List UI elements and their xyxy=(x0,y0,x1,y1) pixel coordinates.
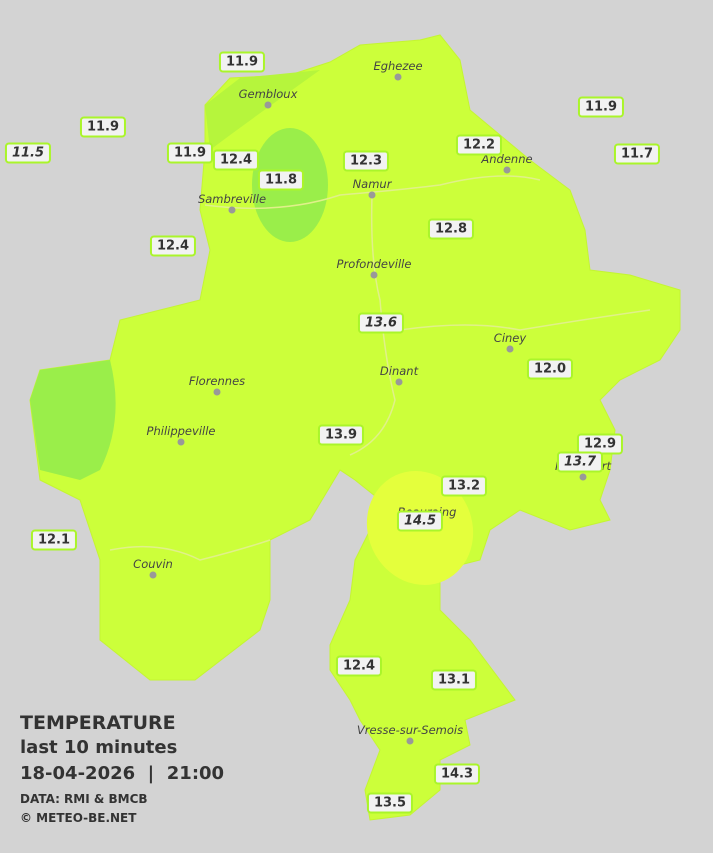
city-name: Dinant xyxy=(379,364,419,378)
station-temperature: 13.2 xyxy=(440,475,488,497)
city-dot xyxy=(394,73,402,81)
station-temperature: 12.1 xyxy=(30,529,78,551)
city-dot xyxy=(506,345,514,353)
city-dot xyxy=(213,388,221,396)
city-dot xyxy=(579,473,587,481)
city-dot xyxy=(177,438,185,446)
station-temperature: 12.2 xyxy=(455,134,503,156)
city-name: Florennes xyxy=(188,374,246,388)
cool-zone xyxy=(205,70,320,150)
station-temperature: 12.8 xyxy=(427,218,475,240)
legend-subtitle: last 10 minutes xyxy=(20,737,178,758)
station-temperature: 11.9 xyxy=(218,51,266,73)
station-temperature: 11.7 xyxy=(613,143,661,165)
city-dot xyxy=(228,206,236,214)
station-temperature: 12.4 xyxy=(335,655,383,677)
station-temperature: 13.5 xyxy=(366,792,414,814)
city-dot xyxy=(264,101,272,109)
station-temperature: 11.9 xyxy=(79,116,127,138)
legend-source: DATA: RMI & BMCB xyxy=(20,792,148,806)
station-temperature: 14.5 xyxy=(396,510,444,532)
city-name: Sambreville xyxy=(197,192,267,206)
station-temperature: 13.7 xyxy=(556,451,604,473)
legend-datetime: 18-04-2026 | 21:00 xyxy=(20,763,225,784)
station-temperature: 13.9 xyxy=(317,424,365,446)
city-name: Couvin xyxy=(133,557,173,571)
city-name: Vresse-sur-Semois xyxy=(356,723,464,737)
city-name: Andenne xyxy=(481,152,533,166)
city-dot xyxy=(395,378,403,386)
river xyxy=(109,175,651,561)
legend-title: TEMPERATURE xyxy=(20,712,176,734)
city-name: Ciney xyxy=(493,331,527,345)
cool-zone xyxy=(30,360,116,480)
city-dot xyxy=(406,737,414,745)
city-name: Gembloux xyxy=(238,87,298,101)
station-temperature: 11.5 xyxy=(4,142,52,164)
station-temperature: 12.3 xyxy=(342,150,390,172)
city-name: Namur xyxy=(352,177,392,191)
city-dot xyxy=(368,191,376,199)
city-name: Eghezee xyxy=(373,59,423,73)
city-name: Philippeville xyxy=(146,424,216,438)
city-dot xyxy=(503,166,511,174)
station-temperature: 12.4 xyxy=(212,149,260,171)
station-temperature: 14.3 xyxy=(433,763,481,785)
station-temperature: 11.8 xyxy=(257,169,305,191)
station-temperature: 13.6 xyxy=(357,312,405,334)
station-temperature: 13.1 xyxy=(430,669,478,691)
legend-copyright: © METEO-BE.NET xyxy=(20,811,137,825)
city-name: Profondeville xyxy=(336,257,412,271)
station-temperature: 12.0 xyxy=(526,358,574,380)
city-dot xyxy=(149,571,157,579)
station-temperature: 12.4 xyxy=(149,235,197,257)
city-dot xyxy=(370,271,378,279)
station-temperature: 11.9 xyxy=(577,96,625,118)
station-temperature: 11.9 xyxy=(166,142,214,164)
